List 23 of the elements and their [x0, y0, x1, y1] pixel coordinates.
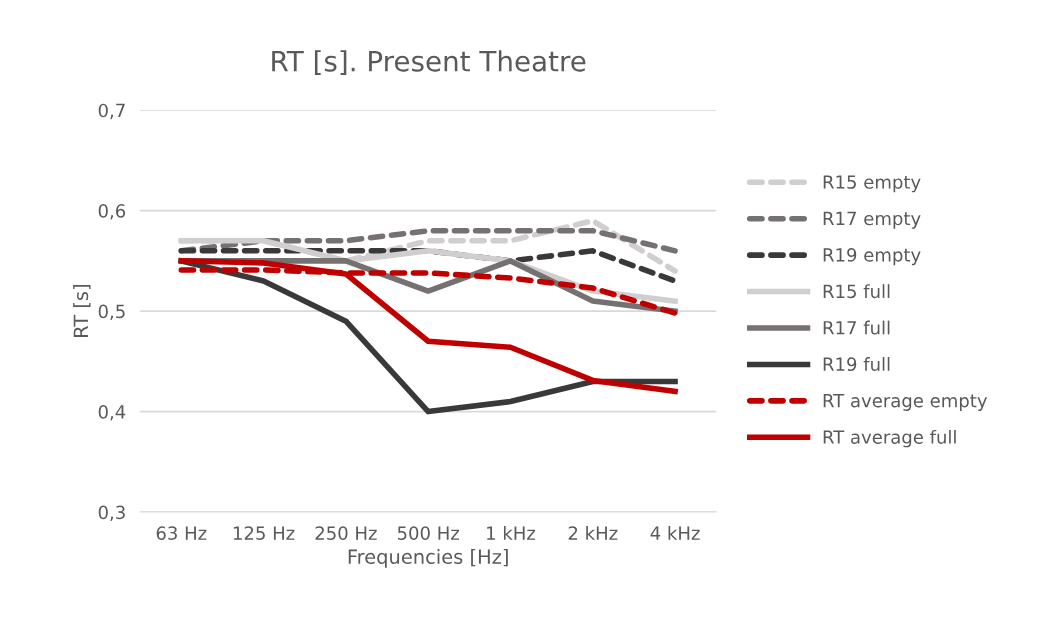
x-axis-title: Frequencies [Hz] [348, 548, 508, 568]
legend-label: R15 full [823, 284, 890, 299]
y-axis-title: RT [s] [73, 285, 91, 337]
legend-label: RT average full [823, 429, 956, 448]
y-tick-label: 0,3 [98, 505, 125, 522]
y-tick-label: 0,5 [98, 304, 125, 321]
x-tick-label: 1 kHz [487, 525, 536, 540]
x-tick-label: 63 Hz [156, 526, 207, 540]
y-tick-label: 0,6 [98, 204, 126, 220]
x-tick-label: 125 Hz [233, 526, 295, 540]
legend-label: RT average empty [823, 394, 988, 411]
x-tick-label: 500 Hz [397, 526, 460, 540]
legend-label: R15 empty [823, 175, 921, 193]
legend-label: R19 empty [823, 248, 921, 266]
chart-title: RT [s]. Present Theatre [272, 50, 586, 75]
legend-label: R17 full [823, 320, 890, 335]
y-tick-label: 0,4 [98, 405, 126, 421]
x-tick-label: 2 kHz [568, 525, 618, 540]
legend-label: R17 empty [823, 211, 921, 229]
x-tick-label: 250 Hz [315, 526, 377, 540]
y-tick-label: 0,7 [98, 103, 125, 120]
x-tick-label: 4 kHz [650, 525, 700, 540]
legend-label: R19 full [823, 357, 890, 372]
